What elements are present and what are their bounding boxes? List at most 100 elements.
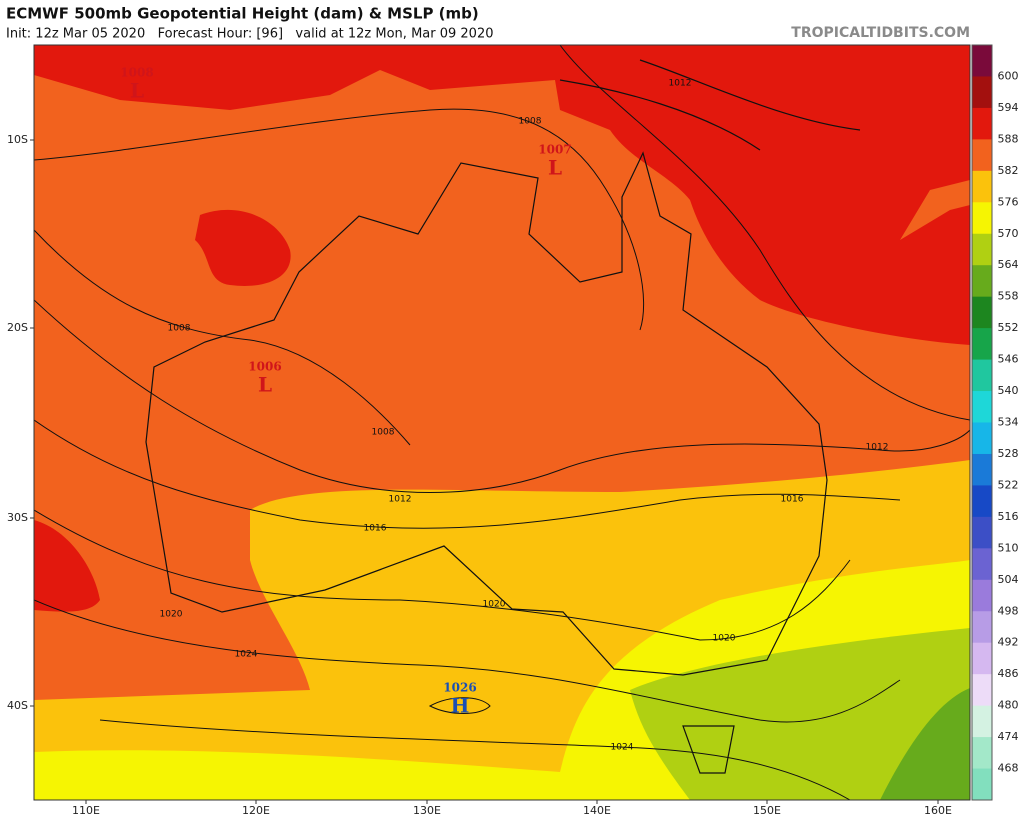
colorbar-label: 588 (998, 132, 1019, 145)
colorbar-swatch (972, 548, 992, 581)
colorbar-swatch (972, 516, 992, 549)
credit: TROPICALTIDBITS.COM (791, 25, 970, 41)
isobar (99, 719, 851, 800)
isobar (428, 697, 491, 714)
colorbar-swatch (972, 359, 992, 392)
colorbar-label: 516 (998, 510, 1019, 523)
colorbar-label: 540 (998, 384, 1019, 397)
colorbar-swatch (972, 296, 992, 329)
lat-label: 40S (7, 699, 28, 712)
contour-label: 1008 (168, 324, 191, 334)
contour-label: 1024 (235, 650, 258, 660)
colorbar-swatch (972, 202, 992, 235)
colorbar-swatch (972, 45, 992, 77)
contour-label: 1016 (781, 495, 804, 505)
isobar (34, 509, 851, 641)
colorbar-swatch (972, 579, 992, 612)
lon-label: 130E (413, 804, 441, 817)
height-fill (880, 688, 970, 800)
colorbar-frame (971, 44, 993, 801)
colorbar-swatch (972, 422, 992, 455)
contour-label: 1008 (372, 428, 395, 438)
title: ECMWF 500mb Geopotential Height (dam) & … (6, 5, 479, 23)
colorbar-label: 564 (998, 258, 1019, 271)
center-letter: L (130, 79, 144, 103)
colorbar-swatch (972, 453, 992, 486)
colorbar-label: 546 (998, 353, 1019, 366)
colorbar-swatch (972, 391, 992, 423)
isobar (559, 45, 970, 421)
colorbar-swatch (972, 328, 992, 361)
lon-label: 110E (72, 804, 100, 817)
colorbar-label: 486 (998, 667, 1019, 680)
lat-label: 30S (7, 511, 28, 524)
colorbar-label: 552 (998, 321, 1019, 334)
colorbar-label: 528 (998, 447, 1019, 460)
center-value: 1006 (248, 360, 281, 374)
colorbar-swatch (972, 139, 992, 172)
height-fill (34, 520, 100, 612)
colorbar-label: 594 (998, 101, 1019, 114)
height-fill (630, 628, 970, 800)
lon-label: 160E (924, 804, 952, 817)
contour-label: 1024 (611, 743, 634, 753)
colorbar-label: 570 (998, 227, 1019, 240)
colorbar-label: 558 (998, 290, 1019, 303)
coastline (145, 151, 828, 676)
colorbar-label: 504 (998, 573, 1019, 586)
contour-label: 1008 (519, 117, 542, 127)
colorbar-swatch (972, 107, 992, 140)
contour-label: 1020 (160, 610, 183, 620)
lon-label: 140E (583, 804, 611, 817)
colorbar-swatch (972, 265, 992, 298)
height-fill (34, 45, 970, 345)
colorbar-label: 576 (998, 195, 1019, 208)
colorbar-label: 534 (998, 416, 1019, 429)
center-letter: H (451, 694, 470, 718)
isobar (34, 299, 970, 493)
colorbar-swatch (972, 768, 992, 801)
map-frame (33, 44, 971, 801)
isobar (34, 599, 901, 723)
isobar (34, 419, 901, 529)
coastline (559, 59, 861, 151)
height-fill (195, 209, 291, 286)
map (33, 44, 971, 801)
center-value: 1007 (538, 143, 571, 157)
center-letter: L (258, 373, 272, 397)
colorbar-swatch (972, 642, 992, 675)
colorbar-swatch (972, 485, 992, 518)
lon-label: 150E (753, 804, 781, 817)
isobar (34, 229, 411, 446)
colorbar-swatch (972, 705, 992, 738)
colorbar-swatch (972, 611, 992, 644)
lat-label: 10S (7, 133, 28, 146)
lon-label: 120E (242, 804, 270, 817)
colorbar-label: 474 (998, 730, 1019, 743)
lat-label: 20S (7, 321, 28, 334)
colorbar-swatch (972, 233, 992, 266)
subtitle: Init: 12z Mar 05 2020 Forecast Hour: [96… (6, 27, 493, 42)
center-letter: L (548, 156, 562, 180)
contour-label: 1020 (483, 600, 506, 610)
colorbar-label: 498 (998, 604, 1019, 617)
isobar (34, 108, 645, 331)
colorbar-label: 582 (998, 164, 1019, 177)
colorbar-label: 522 (998, 478, 1019, 491)
colorbar-swatch (972, 76, 992, 109)
colorbar-swatch (972, 674, 992, 707)
contour-label: 1016 (364, 524, 387, 534)
colorbar-swatch (972, 170, 992, 203)
colorbar-label: 510 (998, 541, 1019, 554)
contour-label: 1020 (713, 634, 736, 644)
coastline (682, 725, 735, 774)
colorbar-label: 468 (998, 762, 1019, 775)
colorbar-swatch (972, 737, 992, 770)
center-value: 1008 (120, 66, 153, 80)
contour-label: 1012 (866, 443, 889, 453)
colorbar-label: 492 (998, 636, 1019, 649)
contour-label: 1012 (669, 79, 692, 89)
colorbar-label: 600 (998, 69, 1019, 82)
contour-label: 1012 (389, 495, 412, 505)
